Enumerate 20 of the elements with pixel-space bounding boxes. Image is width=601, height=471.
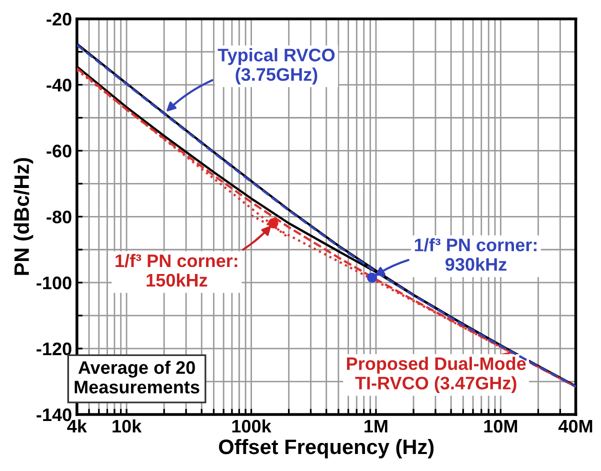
annotation: Proposed Dual-Mode TI-RVCO (3.47GHz) [347, 356, 526, 394]
y-tick-label: -20 [46, 12, 72, 26]
x-tick-label: 1M [364, 420, 388, 432]
y-tick-label: -60 [46, 144, 72, 158]
annotation: 1/f³ PN corner: 930kHz [414, 238, 536, 271]
annotation: 1/f³ PN corner: 150kHz [116, 254, 238, 287]
x-tick-label: 4k [67, 419, 87, 432]
x-tick-label: 40M [558, 420, 592, 433]
y-axis-title: PN (dBc/Hz) [14, 158, 34, 275]
x-tick-label: 10k [112, 419, 142, 433]
annotation: Typical RVCO (3.75GHz) [218, 48, 335, 84]
y-tick-label: -100 [36, 276, 72, 290]
y-tick-label: -140 [36, 408, 72, 422]
x-tick-label: 100k [232, 419, 272, 433]
y-tick-label: -120 [36, 342, 72, 356]
x-axis-title: Offset Frequency (Hz) [218, 438, 434, 458]
x-tick-label: 10M [484, 420, 518, 433]
y-tick-label: -40 [46, 78, 72, 92]
y-tick-label: -80 [46, 210, 72, 224]
annotation: Average of 20 Measurements [74, 360, 200, 394]
